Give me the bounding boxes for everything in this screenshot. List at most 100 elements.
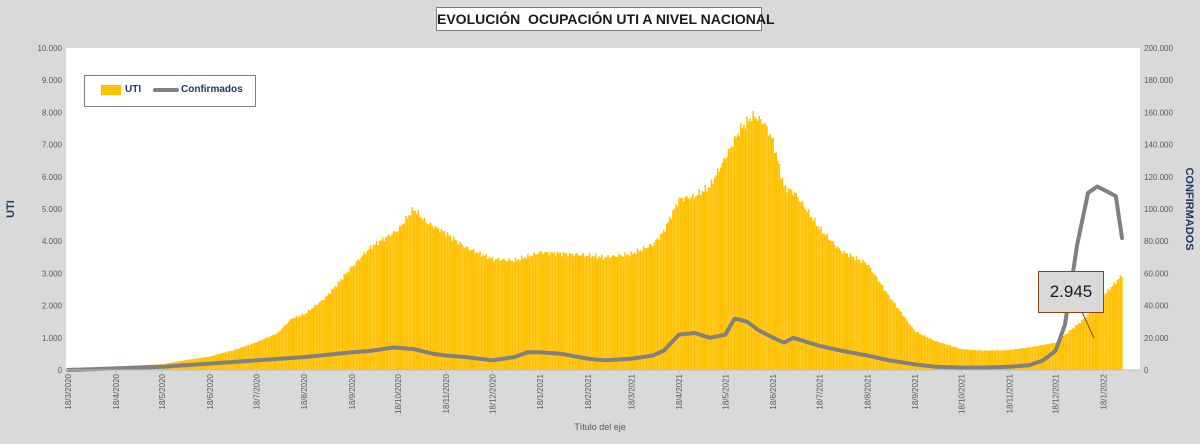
y-axis-right-title: CONFIRMADOS [1183,167,1195,250]
uti-bar [710,179,713,370]
uti-bar [706,191,708,370]
uti-bar [911,326,913,370]
uti-bar [1013,349,1015,370]
uti-bar [426,224,429,370]
uti-bar [1076,324,1078,370]
uti-bar [1113,282,1115,370]
uti-bar [561,256,563,370]
uti-bar [1110,287,1112,370]
uti-bar [841,253,844,370]
uti-bar [394,231,396,370]
uti-bar [843,250,845,370]
uti-bar [517,259,520,370]
uti-bar [945,344,947,370]
uti-bar [740,123,742,370]
uti-bar [985,350,987,370]
uti-bar [912,329,915,370]
uti-bar [294,318,296,370]
uti-bar [877,281,879,370]
uti-bar [571,254,574,370]
uti-bar [567,256,569,370]
uti-bar [698,189,700,370]
uti-bar [277,332,279,370]
uti-bar [760,118,762,371]
uti-bar [878,282,881,370]
uti-bar [1118,278,1120,370]
uti-bar [880,284,882,370]
x-tick-label: 18/5/2020 [158,373,167,409]
uti-bar [432,228,435,370]
uti-bar [749,118,751,371]
uti-bar [594,253,597,370]
uti-bar [882,285,884,370]
uti-bar [436,227,438,370]
x-axis-ticks: 18/3/2020 18/4/2020 18/5/2020 18/6/2020 18/7… [64,370,1109,414]
uti-bar [236,348,239,370]
uti-bar [1071,328,1074,370]
uti-bar [937,342,940,370]
uti-bar [772,138,774,370]
uti-bar [1036,346,1038,370]
uti-bar [1099,299,1102,370]
uti-bar [895,307,898,370]
uti-bar [940,342,943,370]
uti-bar [290,318,293,370]
x-tick-label: 18/7/2020 [252,373,261,409]
uti-bar [304,313,307,370]
uti-bar [648,244,651,370]
uti-bar [840,250,842,370]
uti-bar [983,350,986,370]
uti-bar [361,255,364,370]
uti-bar [1031,347,1034,370]
uti-bar [264,338,267,370]
uti-bar [559,252,561,370]
uti-bar [375,240,378,370]
uti-bar [809,216,811,370]
uti-bar [871,271,873,370]
uti-bar [1005,350,1007,370]
x-tick-label: 18/10/2021 [958,373,967,414]
uti-bar [604,257,606,370]
x-tick-label: 18/9/2020 [348,373,357,409]
uti-bar [337,281,339,370]
uti-bar [318,302,321,370]
uti-bar [334,286,336,370]
x-tick-label: 18/4/2020 [112,373,121,409]
uti-bar [406,218,409,370]
uti-bar [545,251,548,370]
uti-bar [934,341,936,370]
uti-bar [269,336,271,370]
uti-bar [414,210,416,370]
uti-bar [719,167,722,370]
uti-bar [463,248,466,370]
uti-bar [429,222,432,370]
y-tick-right: 120.000 [1144,173,1173,182]
uti-bar [554,256,557,370]
uti-bar [778,163,781,370]
uti-bar [408,215,410,370]
uti-bar [343,274,345,370]
uti-bar [365,254,367,370]
uti-bar [547,251,549,370]
uti-bar [638,251,640,370]
uti-bar [999,350,1001,370]
uti-bar [465,246,467,370]
uti-bar [516,260,518,370]
uti-bar [801,201,804,370]
uti-bar [553,251,555,370]
uti-bar [338,281,341,370]
uti-bar [1070,329,1072,370]
uti-bar [397,231,399,370]
uti-bar [1027,347,1029,370]
uti-bar [443,231,446,370]
uti-bar [832,241,835,370]
uti-bar [786,192,788,370]
uti-bar [803,207,805,370]
uti-bar [848,257,850,370]
uti-bar [286,323,288,370]
y-tick-right: 200.000 [1144,44,1173,53]
uti-bar [253,342,256,370]
uti-bar [415,214,418,370]
uti-bar [982,350,984,370]
uti-bar [727,149,730,370]
